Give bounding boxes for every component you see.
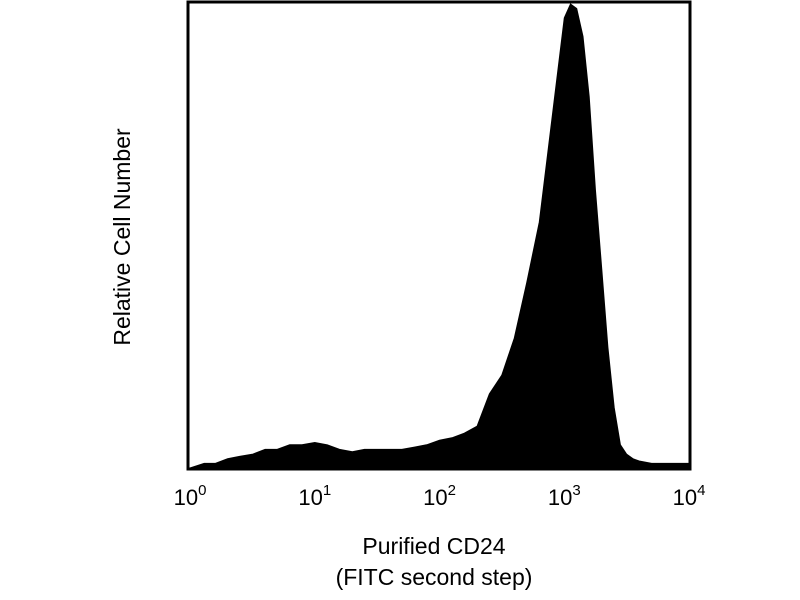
x-tick-label-0: 100 bbox=[174, 482, 207, 510]
histogram-area bbox=[189, 3, 690, 469]
plot-frame bbox=[186, 0, 692, 471]
x-tick-exponent: 3 bbox=[572, 482, 580, 499]
x-tick-exponent: 2 bbox=[448, 482, 456, 499]
x-tick-base: 10 bbox=[548, 485, 572, 510]
x-tick-base: 10 bbox=[673, 485, 697, 510]
x-tick-base: 10 bbox=[174, 485, 198, 510]
x-tick-label-3: 103 bbox=[548, 482, 581, 510]
x-tick-label-4: 104 bbox=[673, 482, 706, 510]
y-axis-label: Relative Cell Number bbox=[109, 128, 135, 346]
x-tick-exponent: 0 bbox=[198, 482, 206, 499]
x-axis-ticks: 100 101 102 103 104 bbox=[174, 482, 706, 510]
x-tick-base: 10 bbox=[298, 485, 322, 510]
x-tick-label-2: 102 bbox=[423, 482, 456, 510]
x-tick-exponent: 1 bbox=[323, 482, 331, 499]
x-tick-exponent: 4 bbox=[697, 482, 705, 499]
x-axis-label-line-1: Purified CD24 bbox=[362, 533, 505, 559]
x-tick-label-1: 101 bbox=[298, 482, 331, 510]
x-tick-base: 10 bbox=[423, 485, 447, 510]
x-axis-label-line-2: (FITC second step) bbox=[336, 564, 533, 590]
plot-area bbox=[189, 3, 690, 469]
